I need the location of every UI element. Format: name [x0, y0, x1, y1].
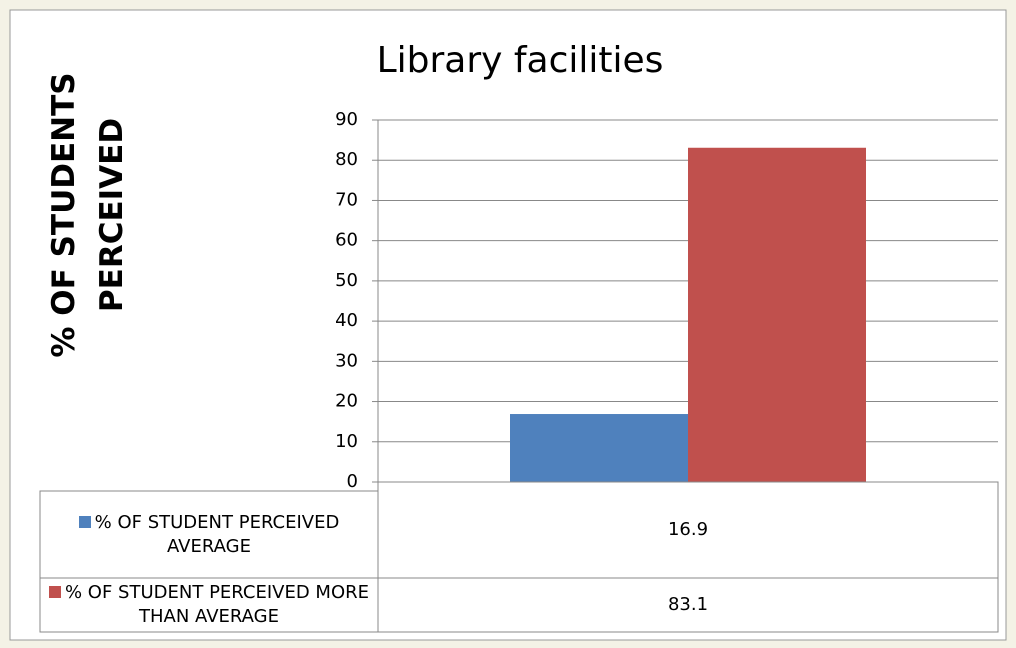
y-tick-label: 80: [335, 149, 358, 170]
y-tick-label: 0: [347, 471, 358, 492]
legend-cell: % OF STUDENT PERCEIVED AVERAGE: [46, 491, 372, 578]
table-cell: [377, 577, 999, 633]
y-tick-label: 40: [335, 310, 358, 331]
legend-cell: % OF STUDENT PERCEIVED MORE THAN AVERAGE: [46, 578, 372, 632]
legend-label: % OF STUDENT PERCEIVED MORE THAN AVERAGE: [64, 582, 369, 627]
y-tick-label: 20: [335, 391, 358, 412]
bar: [688, 147, 866, 482]
y-tick-label: 90: [335, 109, 358, 130]
legend-label: % OF STUDENT PERCEIVED AVERAGE: [94, 511, 340, 557]
y-tick-label: 60: [335, 230, 358, 251]
y-tick-label: 30: [335, 350, 358, 371]
y-tick-label: 50: [335, 270, 358, 291]
y-tick-label: 10: [335, 431, 358, 452]
data-label: 16.9: [667, 519, 709, 540]
y-tick-label: 70: [335, 189, 358, 210]
y-axis-label: % OF STUDENTS PERCEIVED: [46, 72, 130, 358]
chart-title: Library facilities: [377, 40, 664, 81]
bar: [510, 414, 688, 482]
legend-swatch: [78, 515, 91, 528]
legend-swatch: [48, 586, 61, 598]
data-label: 83.1: [667, 594, 709, 615]
